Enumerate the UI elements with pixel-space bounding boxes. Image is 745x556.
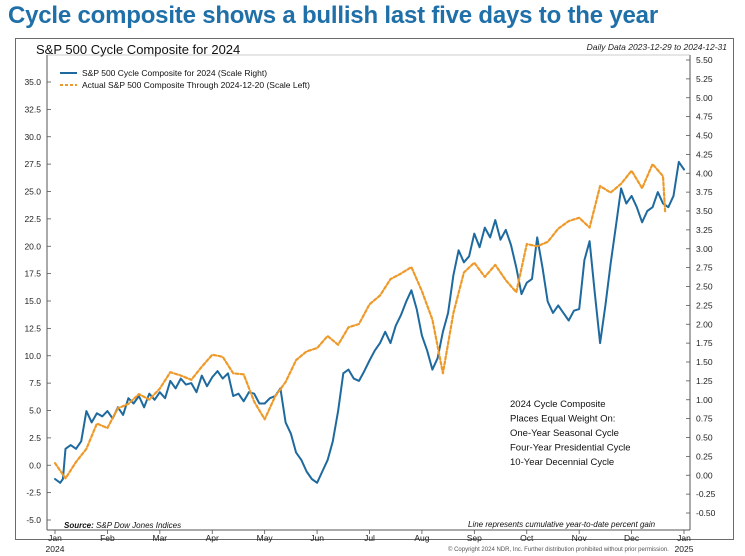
right-tick-label: -0.50 xyxy=(696,508,716,518)
right-tick-label: 2.25 xyxy=(696,300,713,310)
right-tick-label: 2.00 xyxy=(696,319,713,329)
left-tick-label: 30.0 xyxy=(24,132,41,142)
left-tick-label: 7.5 xyxy=(29,378,41,388)
cycle-composite-line xyxy=(54,160,685,484)
left-tick-label: 10.0 xyxy=(24,351,41,361)
annotation-line: Places Equal Weight On: xyxy=(510,414,615,425)
annotation-layer: 2024 Cycle Composite Places Equal Weight … xyxy=(64,399,656,530)
left-tick-label: 35.0 xyxy=(24,77,41,87)
annotation-line: 10-Year Decennial Cycle xyxy=(510,457,614,468)
x-tick-label: Aug xyxy=(414,533,429,543)
x-tick-label: Apr xyxy=(206,533,219,543)
right-tick-label: 4.25 xyxy=(696,149,713,159)
series-layer xyxy=(53,160,685,484)
annotation-line: One-Year Seasonal Cycle xyxy=(510,428,619,439)
x-tick-label: Nov xyxy=(572,533,588,543)
axes-layer: -5.0 -2.5 0.0 2.5 5.0 7.5 10.0 12.5 15.0 17.5 20.0… xyxy=(24,54,716,554)
x-tick-label: Jan xyxy=(677,533,691,543)
x-year-label: 2024 xyxy=(46,544,65,554)
right-tick-label: 1.50 xyxy=(696,357,713,367)
left-tick-label: 27.5 xyxy=(24,159,41,169)
x-tick-label: Sep xyxy=(467,533,482,543)
x-tick-label: Jan xyxy=(48,533,62,543)
page-headline: Cycle composite shows a bullish last fiv… xyxy=(8,2,658,29)
source-prefix: Source: xyxy=(64,521,96,530)
left-tick-label: -2.5 xyxy=(26,488,41,498)
source-value: S&P Dow Jones Indices xyxy=(96,521,181,530)
x-tick-label: Dec xyxy=(624,533,640,543)
right-tick-label: -0.25 xyxy=(696,489,716,499)
copyright-footer: © Copyright 2024 NDR, Inc. Further distr… xyxy=(448,547,669,553)
right-tick-label: 3.75 xyxy=(696,187,713,197)
right-tick-label: 0.50 xyxy=(696,433,713,443)
right-tick-label: 4.00 xyxy=(696,168,713,178)
left-tick-label: 12.5 xyxy=(24,323,41,333)
right-tick-label: 0.25 xyxy=(696,451,713,461)
right-tick-label: 0.75 xyxy=(696,414,713,424)
right-tick-label: 1.75 xyxy=(696,338,713,348)
legend-label: S&P 500 Cycle Composite for 2024 (Scale … xyxy=(82,68,267,78)
x-year-label: 2025 xyxy=(675,544,694,554)
annotation-line: 2024 Cycle Composite xyxy=(510,399,606,410)
left-tick-label: 2.5 xyxy=(29,433,41,443)
right-tick-label: 4.50 xyxy=(696,131,713,141)
left-tick-label: 17.5 xyxy=(24,269,41,279)
left-tick-label: 0.0 xyxy=(29,460,41,470)
x-tick-label: Oct xyxy=(520,533,534,543)
left-tick-label: 25.0 xyxy=(24,187,41,197)
right-tick-label: 4.75 xyxy=(696,112,713,122)
x-tick-label: Jul xyxy=(364,533,375,543)
x-tick-label: Mar xyxy=(153,533,168,543)
date-range-label: Daily Data 2023-12-29 to 2024-12-31 xyxy=(586,42,727,52)
left-tick-label: 15.0 xyxy=(24,296,41,306)
left-tick-label: 32.5 xyxy=(24,104,41,114)
right-tick-label: 1.25 xyxy=(696,376,713,386)
footnote-label: Line represents cumulative year-to-date … xyxy=(468,520,656,529)
legend-layer: S&P 500 Cycle Composite for 2024 (Scale … xyxy=(60,68,310,90)
right-tick-label: 0.00 xyxy=(696,470,713,480)
annotation-line: Four-Year Presidential Cycle xyxy=(510,443,631,454)
right-tick-label: 2.50 xyxy=(696,282,713,292)
right-tick-label: 3.50 xyxy=(696,206,713,216)
x-tick-label: Jun xyxy=(310,533,324,543)
left-tick-label: 20.0 xyxy=(24,241,41,251)
left-tick-label: 22.5 xyxy=(24,214,41,224)
x-tick-label: Feb xyxy=(100,533,115,543)
right-tick-label: 5.50 xyxy=(696,55,713,65)
right-tick-label: 2.75 xyxy=(696,263,713,273)
chart-frame: S&P 500 Cycle Composite for 2024 Daily D… xyxy=(15,38,734,540)
right-tick-label: 3.00 xyxy=(696,244,713,254)
right-tick-label: 5.25 xyxy=(696,74,713,84)
left-tick-label: 5.0 xyxy=(29,406,41,416)
right-tick-label: 5.00 xyxy=(696,93,713,103)
x-tick-label: May xyxy=(257,533,274,543)
actual-sp500-line xyxy=(53,163,667,480)
right-tick-label: 1.00 xyxy=(696,395,713,405)
chart-title: S&P 500 Cycle Composite for 2024 xyxy=(36,42,241,57)
right-tick-label: 3.25 xyxy=(696,225,713,235)
left-tick-label: -5.0 xyxy=(26,515,41,525)
legend-label: Actual S&P 500 Composite Through 2024-12… xyxy=(82,80,310,90)
source-label: Source: S&P Dow Jones Indices xyxy=(64,521,181,530)
